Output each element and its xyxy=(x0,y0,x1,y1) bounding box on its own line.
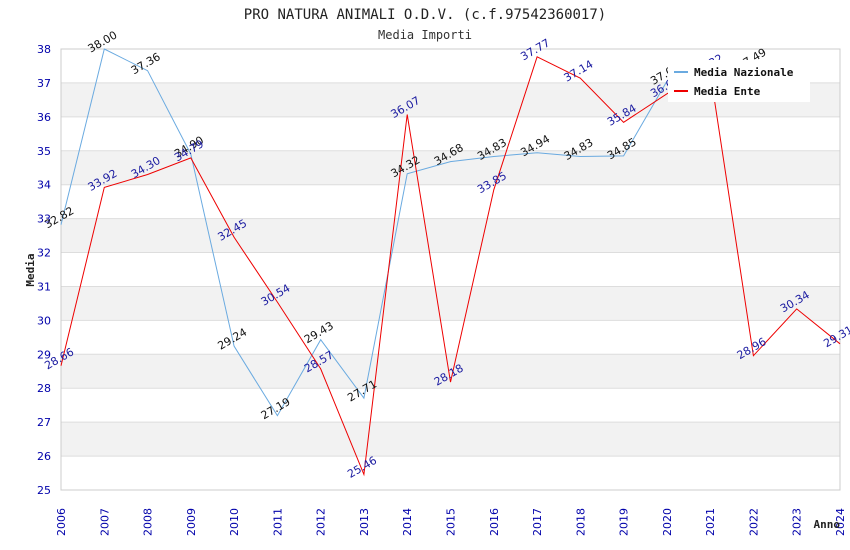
x-axis-label: Anno xyxy=(814,518,841,531)
data-label-ente: 37.14 xyxy=(562,58,596,85)
y-axis-label: Media xyxy=(24,253,37,286)
y-tick-label: 34 xyxy=(37,179,51,192)
x-tick-label: 2009 xyxy=(185,508,198,536)
y-tick-label: 31 xyxy=(37,280,51,293)
y-tick-label: 25 xyxy=(37,484,51,497)
plot-band xyxy=(61,286,840,321)
x-tick-label: 2021 xyxy=(704,508,717,536)
x-tick-label: 2016 xyxy=(488,508,501,536)
data-label-ente: 37.77 xyxy=(518,36,552,63)
y-tick-label: 32 xyxy=(37,247,51,260)
axes: 25 26 27 28 29 30 31 32 33 34 35 36 37 38 2006 2007 2008… xyxy=(37,43,847,536)
x-tick-label: 2008 xyxy=(142,508,155,536)
y-tick-label: 29 xyxy=(37,348,51,361)
x-tick-label: 2023 xyxy=(791,508,804,536)
x-tick-label: 2014 xyxy=(401,508,414,536)
x-tick-label: 2018 xyxy=(574,508,587,536)
y-tick-label: 35 xyxy=(37,145,51,158)
y-tick-label: 27 xyxy=(37,416,51,429)
y-tick-label: 33 xyxy=(37,213,51,226)
plot-band xyxy=(61,354,840,389)
y-tick-label: 37 xyxy=(37,77,51,90)
legend-label-ente: Media Ente xyxy=(694,85,761,98)
y-tick-label: 36 xyxy=(37,111,51,124)
x-tick-label: 2019 xyxy=(618,508,631,536)
plot-band xyxy=(61,422,840,457)
x-tick-label: 2013 xyxy=(358,508,371,536)
legend-label-nazionale: Media Nazionale xyxy=(694,66,794,79)
x-tick-label: 2015 xyxy=(445,508,458,536)
x-tick-label: 2007 xyxy=(98,508,111,536)
y-tick-label: 30 xyxy=(37,314,51,327)
x-tick-label: 2006 xyxy=(55,508,68,536)
x-tick-label: 2012 xyxy=(315,508,328,536)
y-tick-label: 38 xyxy=(37,43,51,56)
plot-border xyxy=(60,48,841,491)
chart-title: PRO NATURA ANIMALI O.D.V. (c.f.975423600… xyxy=(244,7,606,23)
data-label-nazionale: 29.24 xyxy=(215,326,249,353)
y-tick-label: 28 xyxy=(37,382,51,395)
data-label-ente: 29.31 xyxy=(821,323,850,350)
x-tick-label: 2017 xyxy=(531,508,544,536)
plot-band xyxy=(61,218,840,253)
series-line-nazionale xyxy=(60,48,668,417)
data-label-nazionale: 37.36 xyxy=(129,50,163,77)
y-tick-label: 26 xyxy=(37,450,51,463)
plot-bands xyxy=(61,82,840,457)
x-tick-label: 2024 xyxy=(834,508,847,536)
x-tick-label: 2022 xyxy=(747,508,760,536)
data-label-nazionale: 27.19 xyxy=(259,395,293,422)
chart-subtitle: Media Importi xyxy=(378,28,472,42)
x-tick-label: 2011 xyxy=(271,508,284,536)
series-line-ente xyxy=(60,56,841,477)
x-tick-label: 2010 xyxy=(228,508,241,536)
legend: Media Nazionale Media Ente xyxy=(668,60,810,102)
data-label-nazionale: 38.00 xyxy=(86,28,120,55)
legend-box xyxy=(668,60,810,102)
data-label-ente: 25.46 xyxy=(345,454,379,481)
x-tick-label: 2020 xyxy=(661,508,674,536)
